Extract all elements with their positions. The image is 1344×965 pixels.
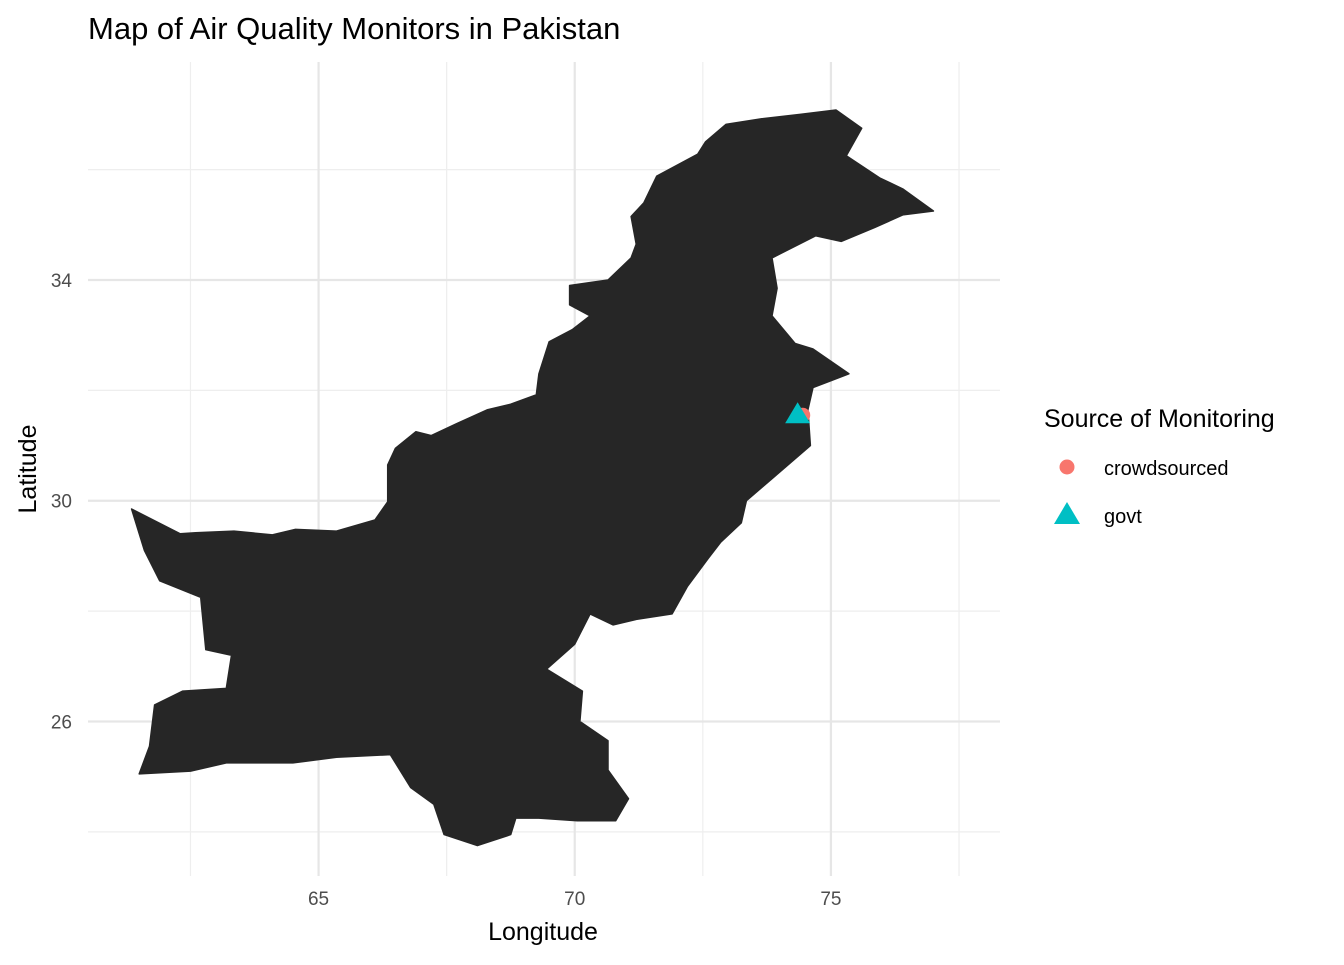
plot-title: Map of Air Quality Monitors in Pakistan (88, 11, 620, 46)
pakistan-polygon (130, 109, 935, 847)
y-tick-label: 26 (51, 712, 72, 733)
tick-labels: 65 70 75 26 30 34 (51, 271, 842, 910)
country-layer (130, 109, 935, 847)
x-tick-label: 75 (820, 889, 841, 910)
legend-govt-triangle-icon (1054, 502, 1080, 524)
x-axis-title: Longitude (488, 918, 598, 946)
legend-label-crowdsourced: crowdsourced (1104, 458, 1229, 480)
x-tick-label: 70 (564, 889, 585, 910)
legend-label-govt: govt (1104, 506, 1142, 528)
y-tick-label: 34 (51, 271, 73, 292)
legend-title: Source of Monitoring (1044, 405, 1275, 433)
monitor-point-govt (785, 402, 811, 424)
x-tick-label: 65 (308, 889, 329, 910)
y-tick-label: 30 (51, 492, 72, 513)
monitor-points (785, 402, 811, 424)
legend-crowdsourced-circle-icon (1059, 459, 1075, 475)
legend: Source of Monitoring crowdsourced govt (1044, 405, 1275, 528)
y-axis-title: Latitude (14, 425, 42, 514)
